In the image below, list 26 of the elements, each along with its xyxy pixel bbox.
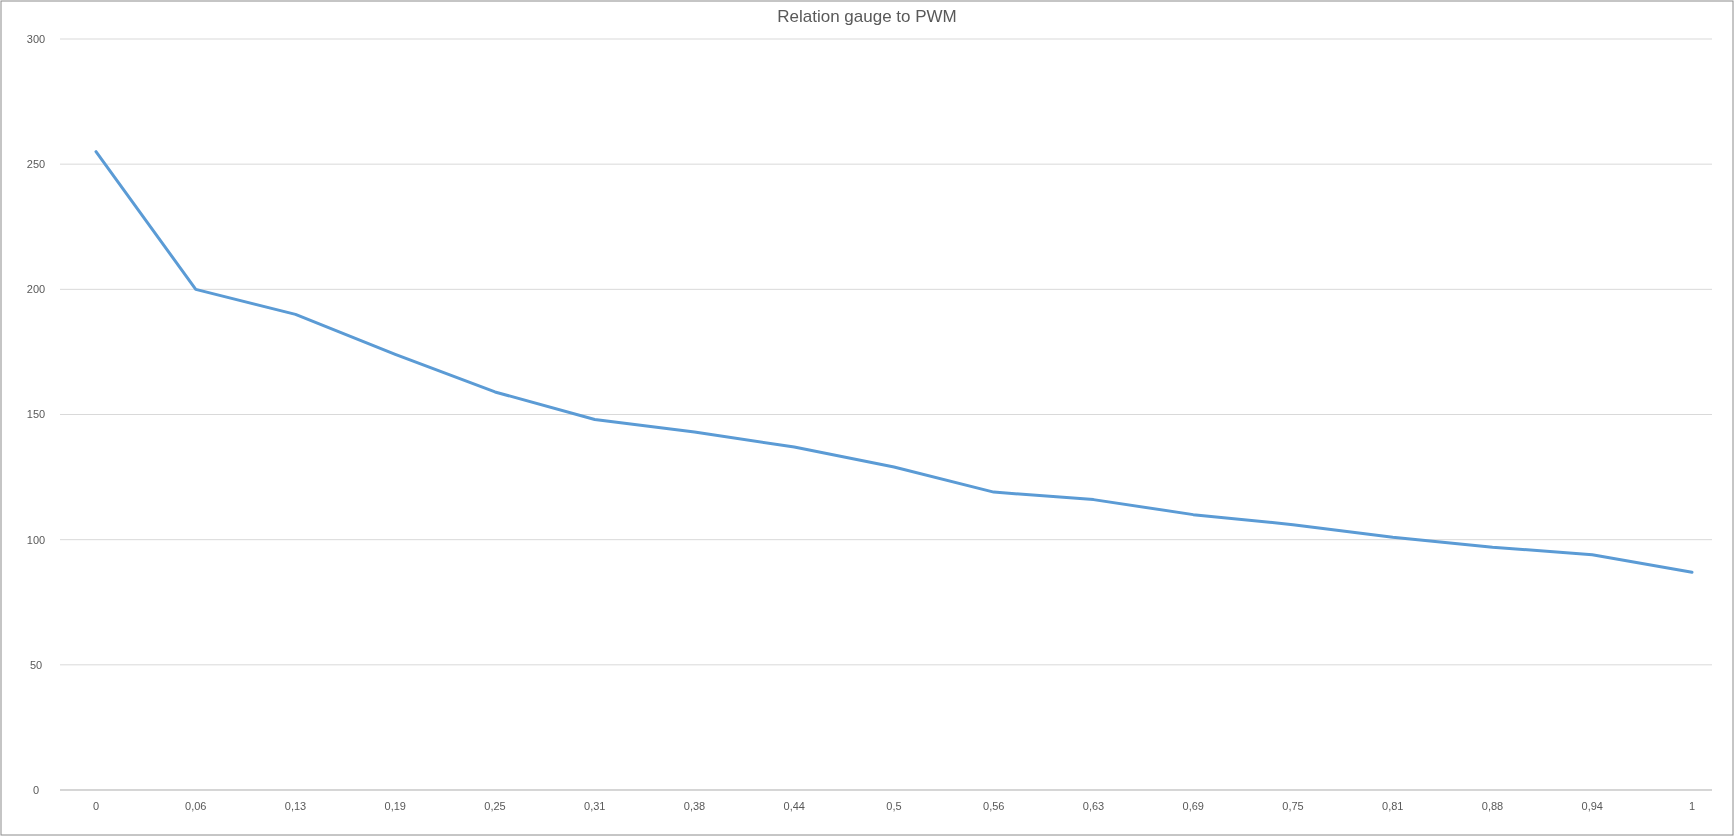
- x-tick-label: 1: [1688, 800, 1696, 812]
- x-tick-label: 0,31: [584, 800, 606, 812]
- y-tick-label: 0: [32, 783, 40, 796]
- x-tick-label: 0,44: [783, 800, 805, 812]
- x-tick-label: 0,75: [1282, 800, 1304, 812]
- y-tick-label: 200: [26, 283, 46, 296]
- y-tick-label: 100: [26, 533, 46, 546]
- y-tick-label: 300: [26, 32, 46, 45]
- x-tick-label: 0,38: [683, 800, 706, 812]
- x-tick-label: 0,25: [484, 800, 506, 812]
- x-tick-label: 0,56: [983, 800, 1005, 812]
- x-tick-label: 0,06: [185, 800, 207, 812]
- x-tick-label: 0: [92, 800, 100, 812]
- x-tick-label: 0,13: [284, 800, 307, 812]
- x-tick-label: 0,88: [1481, 800, 1504, 812]
- x-tick-label: 0,94: [1581, 800, 1603, 812]
- y-tick-label: 50: [29, 658, 43, 671]
- x-tick-label: 0,63: [1082, 800, 1105, 812]
- line-series: [94, 150, 1694, 574]
- x-tick-label: 0,69: [1182, 800, 1204, 812]
- y-tick-label: 150: [26, 408, 46, 421]
- chart-title: Relation gauge to PWM: [777, 7, 957, 26]
- x-tick-label: 0,81: [1382, 800, 1404, 812]
- y-tick-label: 250: [26, 158, 46, 171]
- x-tick-label: 0,5: [886, 800, 902, 812]
- x-tick-label: 0,19: [384, 800, 406, 812]
